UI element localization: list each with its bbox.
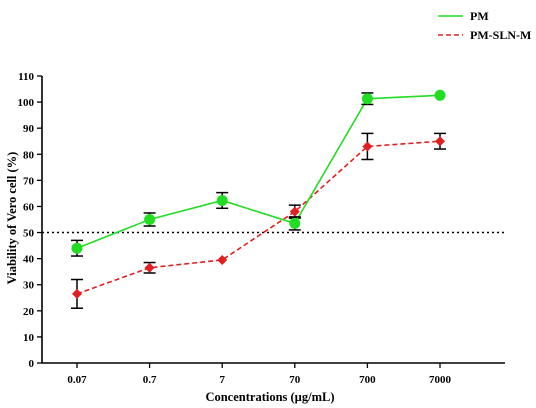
y-tick-label: 20 xyxy=(23,306,35,318)
y-tick-label: 10 xyxy=(23,332,35,344)
data-point xyxy=(435,136,445,147)
data-point xyxy=(71,242,83,254)
data-point xyxy=(144,262,155,273)
legend: PM PM-SLN-M xyxy=(438,9,531,42)
y-axis-title: Viability of Vero cell (%) xyxy=(5,152,19,285)
series-pm-sln-m xyxy=(71,132,446,309)
data-point xyxy=(217,254,228,265)
legend-item: PM-SLN-M xyxy=(438,28,531,42)
data-point xyxy=(216,194,228,206)
y-tick-label: 70 xyxy=(23,175,35,187)
data-point xyxy=(72,288,82,299)
x-axis-title: Concentrations (µg/mL) xyxy=(205,390,334,404)
data-point xyxy=(434,89,446,101)
y-tick-label: 30 xyxy=(23,280,35,292)
series-pm xyxy=(71,89,446,257)
y-tick-label: 40 xyxy=(23,254,35,266)
y-tick-label: 0 xyxy=(29,358,35,370)
legend-label: PM-SLN-M xyxy=(470,28,531,42)
x-tick-label: 0.7 xyxy=(143,374,157,386)
data-point xyxy=(144,214,156,225)
data-point xyxy=(289,206,300,217)
legend-item: PM xyxy=(438,9,489,23)
data-point xyxy=(361,93,373,105)
y-tick-label: 80 xyxy=(23,149,35,161)
legend-label: PM xyxy=(470,9,489,23)
series-line xyxy=(76,140,441,295)
y-tick-label: 50 xyxy=(23,228,35,240)
y-tick-label: 60 xyxy=(23,201,35,213)
x-tick-label: 700 xyxy=(359,374,376,386)
data-point xyxy=(362,141,373,152)
y-tick-label: 110 xyxy=(18,71,34,83)
x-tick-label: 7000 xyxy=(429,374,452,386)
series-line xyxy=(76,94,441,249)
data-point xyxy=(289,217,301,229)
y-tick-label: 90 xyxy=(23,123,35,135)
x-tick-label: 70 xyxy=(289,374,301,386)
x-tick-label: 7 xyxy=(219,374,225,386)
x-tick-label: 0.07 xyxy=(67,374,87,386)
y-tick-label: 100 xyxy=(18,97,35,109)
